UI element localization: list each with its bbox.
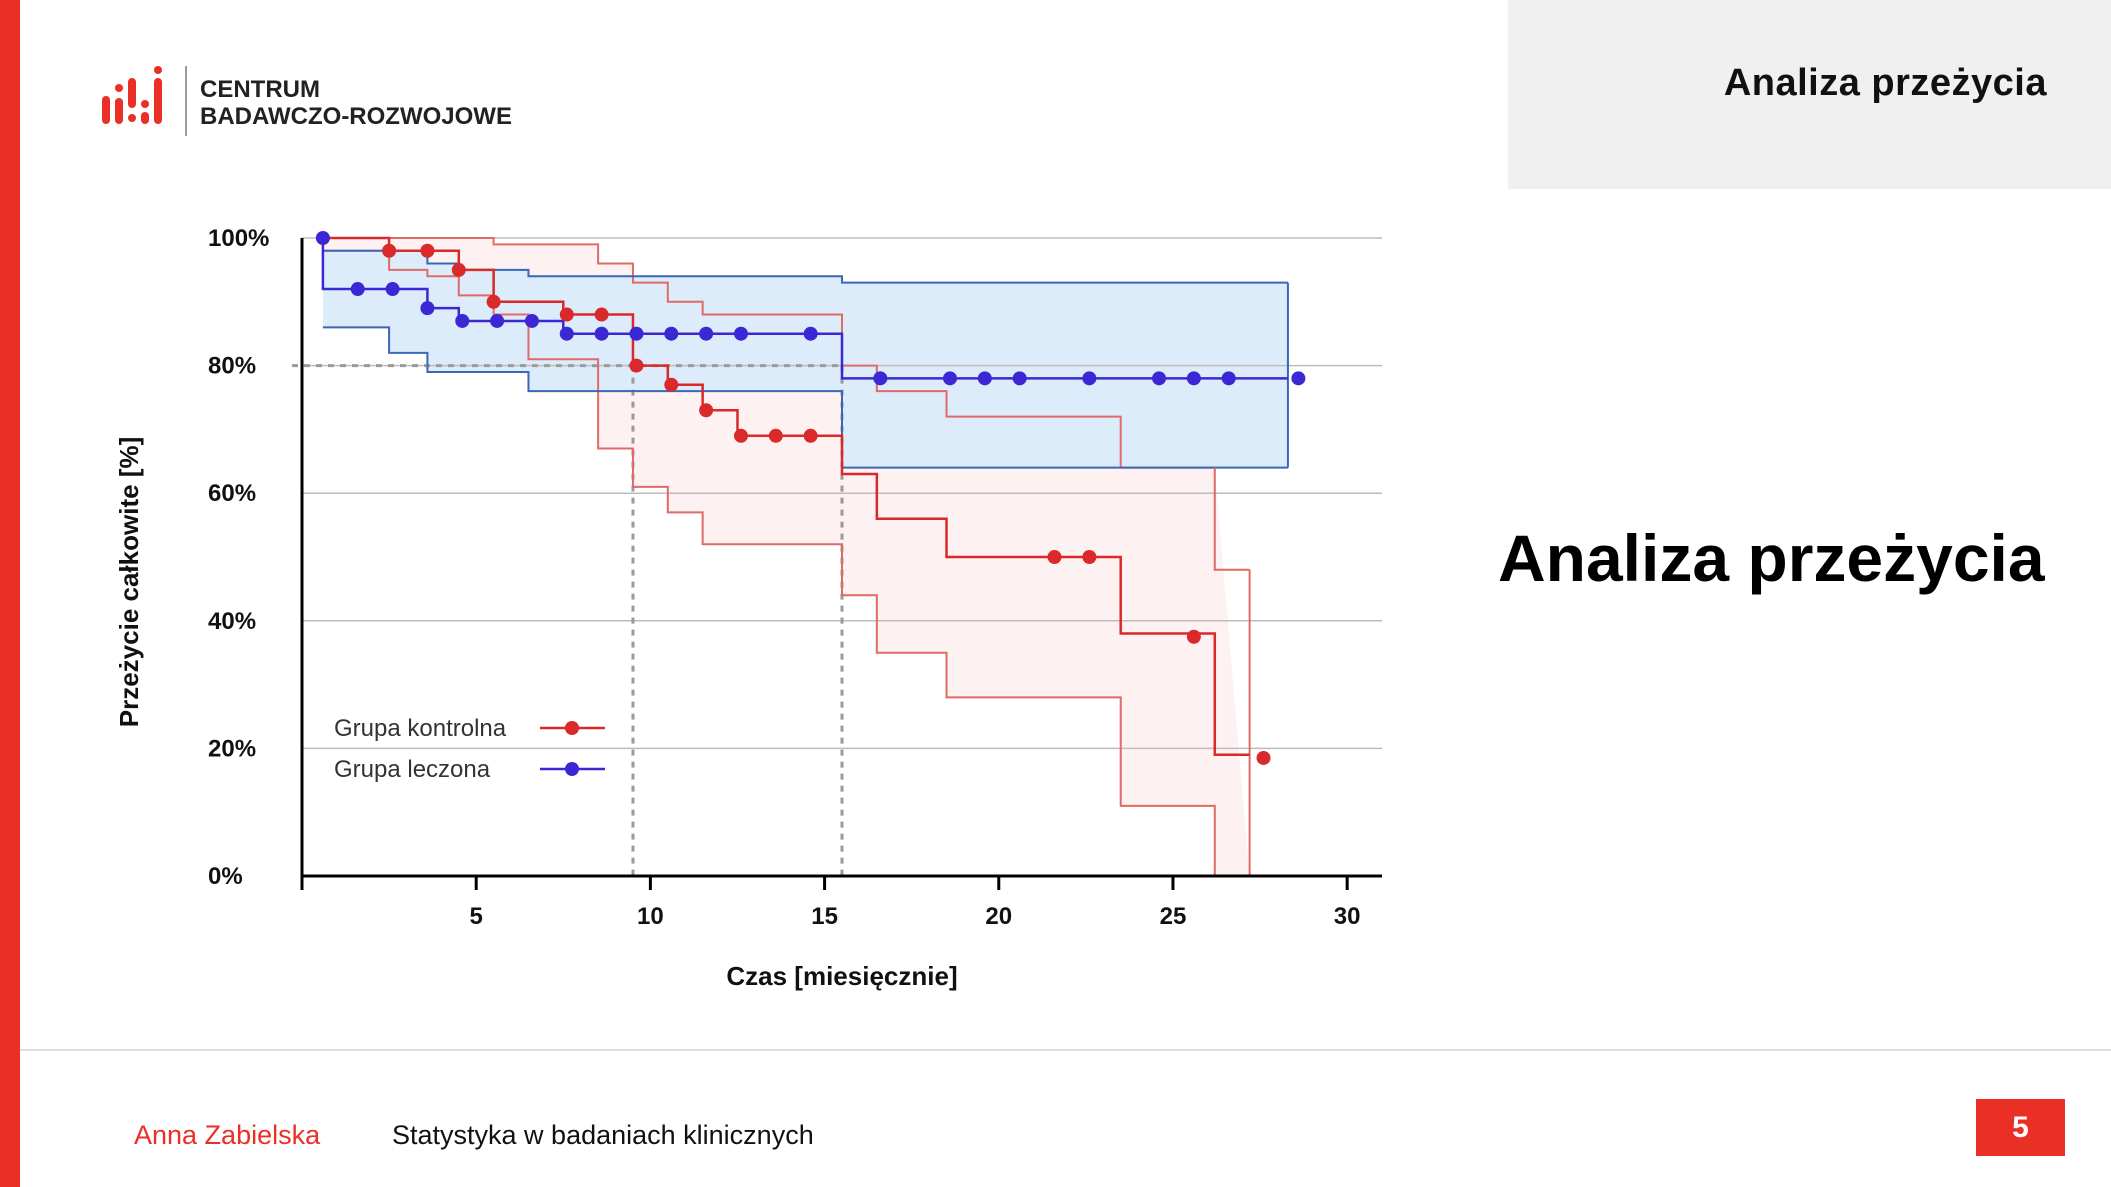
treated-censor-point [699,326,714,341]
treated-censor-point [350,282,365,297]
y-tick-label: 20% [208,735,256,762]
x-tick-label: 25 [1160,903,1187,930]
treated-censor-point [385,282,400,297]
treated-censor-point [1082,371,1097,386]
y-tick-label: 0% [208,863,243,890]
control-ci-upper-tail [1213,467,1250,571]
control-censor-point [699,403,714,418]
treated-censor-point [1186,371,1201,386]
chart-svg: 0% 20% 40% 60% 80% 100% 5 10 15 20 25 30 Czas [miesi… [114,225,1382,991]
header-panel: Analiza przeżycia [1508,0,2111,189]
y-axis-title: Przeżycie całkowite [%] [114,437,144,727]
control-censor-point [1256,750,1271,765]
control-censor-point [594,307,609,322]
control-censor-point [1047,550,1062,564]
x-tick-label: 15 [811,903,838,930]
control-censor-point [486,294,501,309]
x-tick-label: 5 [470,903,483,930]
treated-censor-point [420,301,435,316]
control-censor-point [733,428,748,443]
treated-ci-lower [322,326,1288,469]
treated-censor-point [524,313,539,328]
treated-censor-point [1291,371,1306,386]
treated-censor-point [629,326,644,341]
treated-censor-point [1012,371,1027,386]
treated-censor-point [559,326,574,341]
treated-censor-point [490,313,505,328]
x-tick-label: 20 [985,903,1012,930]
treated-censor-point [455,313,470,328]
survival-chart: 0% 20% 40% 60% 80% 100% 5 10 15 20 25 30 Czas [miesi… [100,210,1400,1030]
treated-censor-point [664,326,679,341]
control-censor-point [559,307,574,322]
treated-censor-point [803,326,818,341]
footer-author: Anna Zabielska [134,1120,321,1150]
control-censor-point [768,428,783,443]
control-censor-point [420,243,435,258]
y-tick-label: 100% [208,225,269,252]
x-tick-label: 10 [637,903,664,930]
legend-label: Grupa kontrolna [334,715,507,742]
left-accent-bar [0,0,20,1187]
x-axis-title: Czas [miesięcznie] [726,961,957,991]
control-censor-point [1082,550,1097,564]
control-censor-point [382,243,397,258]
control-censor-point [1186,629,1201,644]
y-tick-label: 80% [208,353,256,380]
slide-title: Analiza przeżycia [1498,521,2045,595]
treated-censor-point [1152,371,1167,386]
control-censor-point [803,428,818,443]
treated-censor-point [977,371,992,386]
treated-censor-point [873,371,888,386]
legend-marker-1 [565,762,579,776]
legend-marker-0 [565,721,579,735]
treated-censor-point [733,326,748,341]
x-tick-label: 30 [1334,903,1361,930]
control-censor-point [664,377,679,392]
treated-censor-point [943,371,957,386]
treated-censor-point [1221,371,1236,386]
logo-line-2: BADAWCZO-ROZWOJOWE [200,103,512,130]
footer-divider [20,1049,2111,1051]
logo-divider [185,66,187,136]
control-ci-upper [322,237,1215,469]
y-tick-label: 60% [208,480,256,507]
footer-course: Statystyka w badaniach klinicznych [392,1120,814,1150]
treated-censor-point [594,326,609,341]
control-censor-point [451,262,466,277]
page-number: 5 [1976,1099,2065,1156]
logo-text: CENTRUM BADAWCZO-ROZWOJOWE [200,76,512,130]
legend-label: Grupa leczona [334,756,491,783]
control-censor-point [629,358,644,373]
logo-icon [102,66,162,124]
treated-censor-point [315,231,330,245]
logo-line-1: CENTRUM [200,76,320,103]
y-tick-label: 40% [208,608,256,635]
header-title: Analiza przeżycia [1723,62,2047,104]
